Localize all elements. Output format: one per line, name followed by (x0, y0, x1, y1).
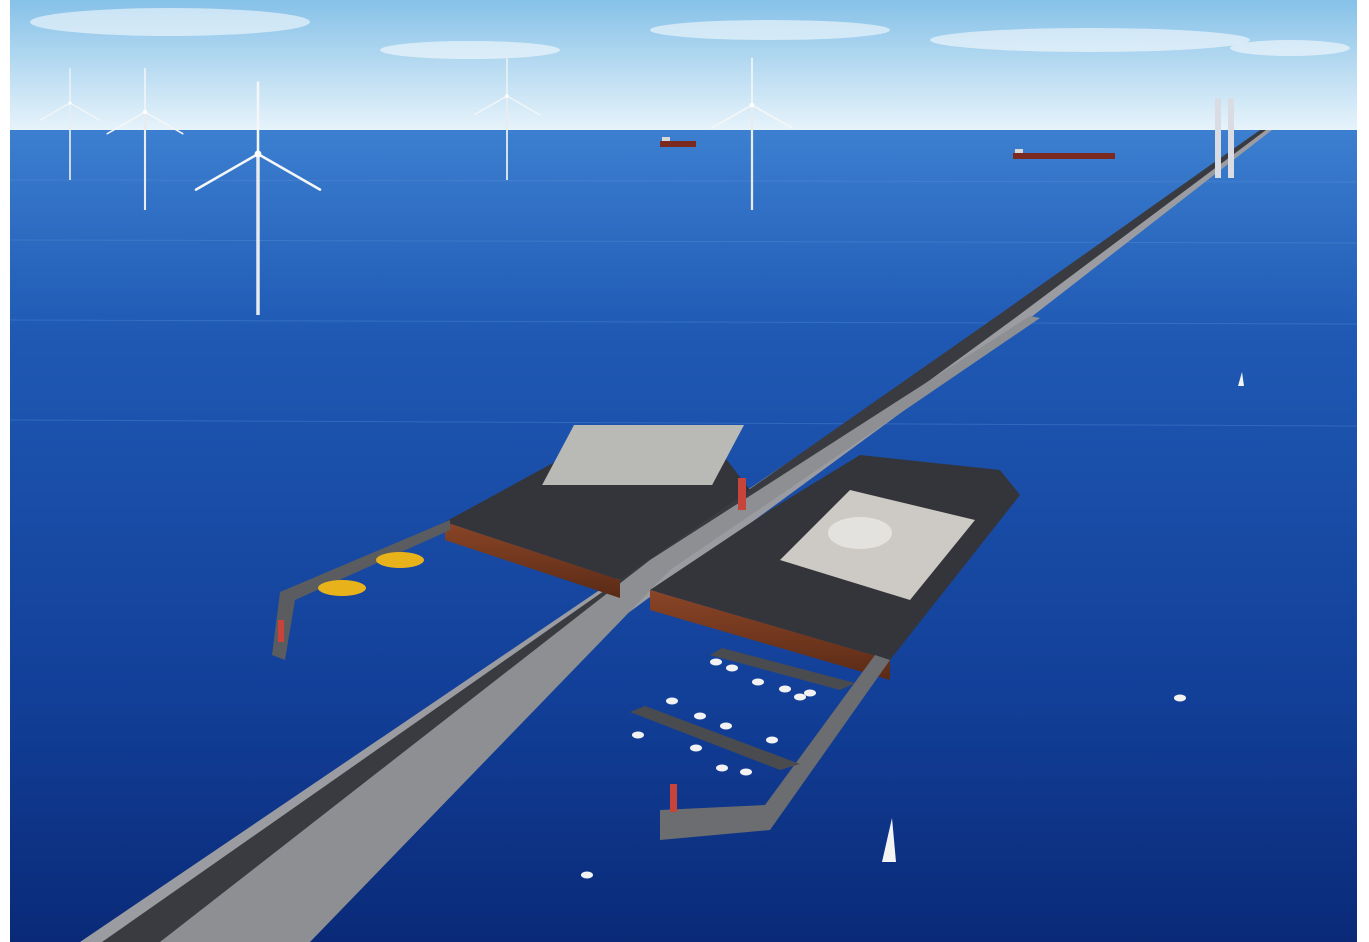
clouds (30, 8, 1350, 59)
motorboat-icon (694, 712, 706, 720)
turbine-blade (751, 104, 794, 130)
turbine-blade (256, 152, 322, 191)
lighthouse-icon (738, 478, 746, 510)
right-border (1359, 0, 1369, 942)
wind-turbine-icon (194, 81, 322, 315)
motorboat-icon (710, 658, 722, 666)
motorboat-icon (716, 764, 728, 772)
ship-bridge (662, 137, 670, 141)
offshore-port-rendering (10, 0, 1357, 942)
sea-ripples (10, 179, 1357, 427)
motorboat-icon (632, 731, 644, 739)
marina-breakwater (660, 655, 890, 840)
motorboat-icon (666, 697, 678, 705)
motorboat-icon (752, 678, 764, 686)
wind-turbine-icon (473, 58, 541, 180)
turbine-blade (106, 111, 146, 135)
ship-icon (1013, 153, 1115, 159)
turbine-blade (144, 111, 184, 135)
sailboat-icon (882, 818, 896, 862)
turbine-hub (254, 150, 262, 158)
wind-turbines (39, 57, 794, 315)
yellow-workboat (318, 580, 366, 596)
lighthouse-icon (278, 620, 284, 642)
ship-bridge (1015, 149, 1023, 153)
turbine-blade (69, 102, 101, 121)
breakwater-left (272, 520, 450, 660)
motorboat-icon (726, 664, 738, 672)
turbine-hub (505, 94, 509, 98)
substation (542, 425, 745, 485)
turbine-hub (68, 101, 72, 105)
motorboat-icon (690, 744, 702, 752)
turbine-blade (194, 152, 260, 191)
motorboat-icon (720, 722, 732, 730)
wind-turbine-icon (39, 68, 101, 180)
turbine-blade (39, 102, 71, 121)
sailboat-icon (1238, 372, 1244, 386)
motorboat-icon (1174, 694, 1186, 702)
turbine-blade (473, 95, 508, 116)
marina-docks (630, 648, 855, 770)
terminal-rotunda (828, 517, 892, 549)
port-platform-left (445, 425, 750, 598)
turbine-blade (710, 104, 753, 130)
port-platform-right (650, 455, 1020, 680)
turbine-hub (749, 102, 755, 108)
motorboat-icon (804, 689, 816, 697)
turbine-hub (142, 109, 148, 115)
bridge-pylon (1215, 98, 1221, 178)
motorboat-icon (794, 693, 806, 701)
bridge-pylon (1228, 98, 1234, 178)
left-border (0, 0, 10, 942)
yellow-workboat (376, 552, 424, 568)
marina-boats (581, 372, 1244, 879)
motorboat-icon (740, 768, 752, 776)
lighthouse-icon (670, 784, 677, 812)
causeway-bridge (80, 98, 1272, 942)
ships (660, 137, 1115, 159)
wind-turbine-icon (710, 57, 794, 210)
wind-turbine-icon (106, 67, 184, 210)
motorboat-icon (779, 685, 791, 693)
ship-icon (660, 141, 696, 147)
motorboat-icon (766, 736, 778, 744)
motorboat-icon (581, 871, 593, 879)
turbine-blade (506, 95, 541, 116)
